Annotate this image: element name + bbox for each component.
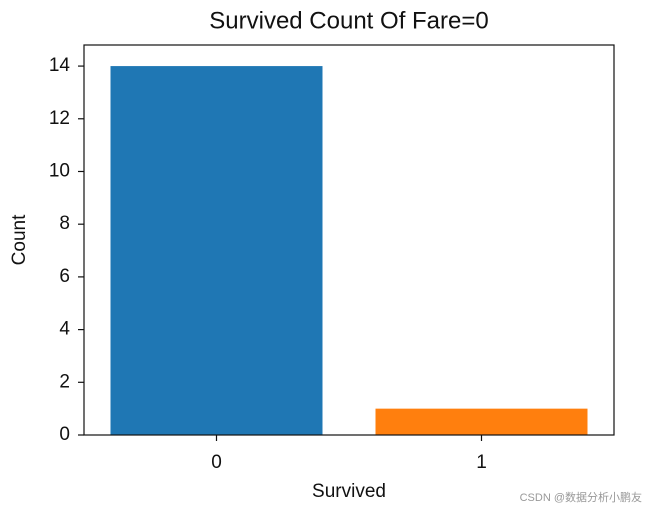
y-axis-label: Count	[9, 214, 30, 265]
watermark: CSDN @数据分析小鹏友	[520, 490, 642, 504]
x-axis-label: Survived	[312, 481, 386, 502]
y-tick-label: 8	[59, 213, 70, 234]
y-tick-label: 6	[59, 266, 70, 287]
x-tick-label: 0	[211, 452, 222, 473]
y-tick-label: 0	[59, 424, 70, 445]
chart-title: Survived Count Of Fare=0	[209, 7, 488, 34]
y-tick-label: 2	[59, 371, 70, 392]
y-tick-label: 4	[59, 319, 70, 340]
bar	[110, 66, 323, 435]
y-tick-label: 10	[49, 161, 70, 182]
plot-frame	[83, 44, 615, 436]
y-tick-label: 12	[49, 108, 70, 129]
bar	[375, 408, 588, 435]
y-tick-label: 14	[49, 55, 71, 76]
x-tick-label: 1	[476, 452, 487, 473]
